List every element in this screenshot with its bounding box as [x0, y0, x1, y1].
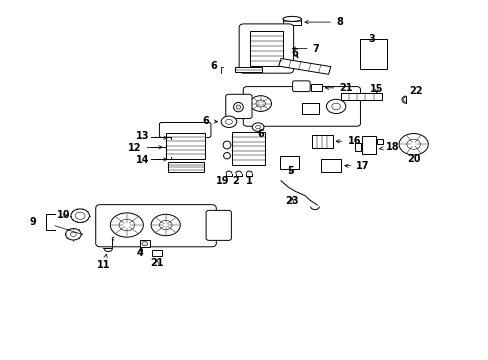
- Circle shape: [406, 139, 420, 149]
- Text: 23: 23: [285, 196, 298, 206]
- Text: 11: 11: [97, 254, 110, 270]
- Bar: [376, 139, 382, 144]
- Bar: [168, 162, 203, 172]
- Text: 6: 6: [209, 62, 216, 71]
- Text: 2: 2: [232, 176, 239, 186]
- Bar: [340, 93, 381, 100]
- Text: 16: 16: [335, 136, 360, 146]
- Circle shape: [255, 100, 265, 107]
- Bar: [359, 39, 386, 69]
- Bar: [355, 143, 361, 151]
- Bar: [302, 103, 319, 113]
- Circle shape: [398, 134, 427, 155]
- Circle shape: [142, 242, 147, 246]
- Circle shape: [159, 220, 172, 230]
- Text: 18: 18: [379, 142, 398, 152]
- Circle shape: [110, 213, 143, 237]
- Text: 9: 9: [30, 217, 36, 227]
- Text: 19: 19: [216, 176, 229, 186]
- Text: 6: 6: [257, 129, 264, 139]
- Ellipse shape: [233, 103, 243, 112]
- Bar: [152, 250, 162, 256]
- Polygon shape: [278, 58, 330, 74]
- Text: 3: 3: [368, 34, 374, 44]
- Ellipse shape: [223, 153, 230, 159]
- Bar: [310, 84, 321, 91]
- Ellipse shape: [283, 17, 301, 21]
- Text: 7: 7: [292, 44, 319, 54]
- FancyBboxPatch shape: [225, 94, 251, 118]
- Bar: [279, 157, 298, 169]
- Text: 8: 8: [305, 17, 342, 27]
- Bar: [235, 67, 261, 72]
- FancyBboxPatch shape: [159, 122, 210, 138]
- Ellipse shape: [236, 105, 240, 109]
- Circle shape: [249, 96, 271, 111]
- Text: 10: 10: [57, 210, 70, 220]
- Text: 4: 4: [136, 248, 143, 258]
- Circle shape: [119, 219, 134, 231]
- Text: 14: 14: [136, 155, 166, 165]
- FancyBboxPatch shape: [243, 87, 360, 126]
- Circle shape: [331, 103, 340, 110]
- Circle shape: [71, 209, 89, 222]
- Bar: [165, 133, 204, 158]
- Circle shape: [65, 229, 81, 240]
- Circle shape: [151, 214, 180, 236]
- Text: 13: 13: [136, 131, 166, 141]
- FancyBboxPatch shape: [292, 81, 309, 91]
- Bar: [320, 159, 341, 172]
- Bar: [283, 19, 301, 25]
- Circle shape: [326, 99, 345, 113]
- Circle shape: [75, 212, 85, 219]
- Circle shape: [70, 232, 76, 237]
- Bar: [140, 240, 149, 247]
- Text: 5: 5: [286, 166, 293, 176]
- Text: 22: 22: [408, 86, 422, 96]
- Bar: [231, 132, 264, 165]
- FancyBboxPatch shape: [96, 204, 216, 247]
- Circle shape: [225, 119, 232, 124]
- Text: 6: 6: [203, 116, 217, 126]
- Text: 21: 21: [325, 83, 352, 93]
- Text: 6: 6: [291, 48, 298, 58]
- Text: 15: 15: [369, 84, 383, 94]
- FancyBboxPatch shape: [239, 24, 293, 73]
- Bar: [311, 135, 332, 148]
- Circle shape: [221, 116, 236, 127]
- Text: 12: 12: [128, 143, 162, 153]
- Ellipse shape: [223, 141, 230, 149]
- Text: 1: 1: [245, 176, 252, 186]
- Circle shape: [255, 125, 260, 129]
- Circle shape: [252, 123, 264, 131]
- Bar: [249, 31, 283, 66]
- Text: 20: 20: [406, 154, 420, 164]
- Text: 17: 17: [344, 161, 369, 171]
- Text: 21: 21: [150, 258, 163, 268]
- Bar: [361, 136, 375, 154]
- FancyBboxPatch shape: [205, 210, 231, 240]
